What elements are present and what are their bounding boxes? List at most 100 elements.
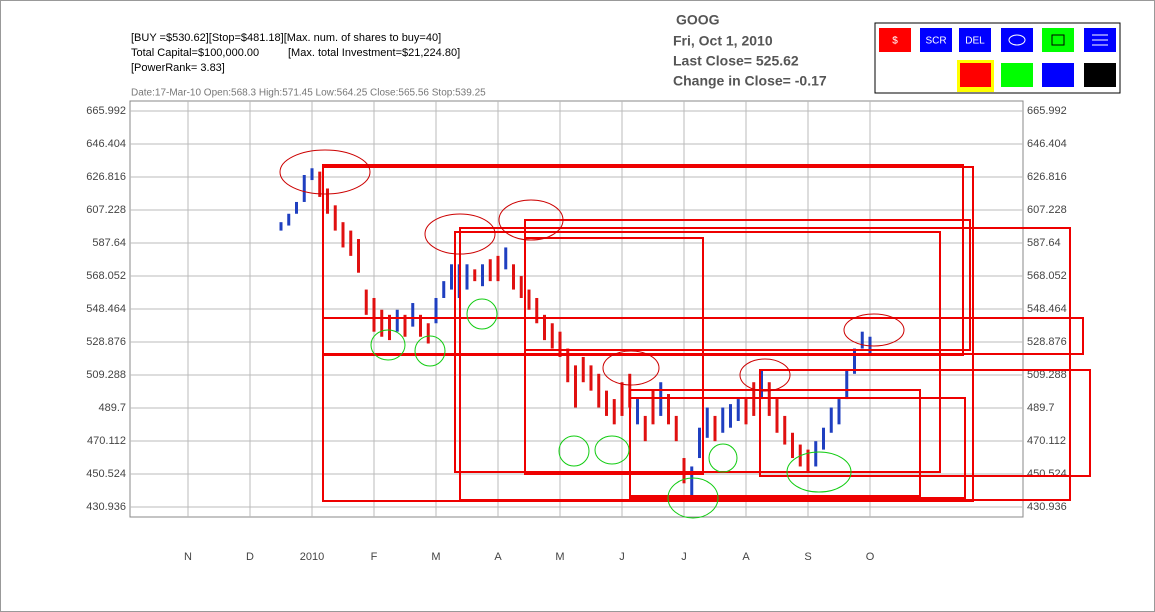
price-bar	[442, 281, 446, 298]
trade-boxes	[322, 164, 1091, 502]
price-bar	[791, 432, 794, 459]
price-bar	[543, 314, 546, 341]
price-bar	[419, 314, 422, 337]
price-bar	[868, 336, 872, 354]
y-tick-label-right: 646.404	[1027, 138, 1067, 150]
y-tick-label-right: 528.876	[1027, 336, 1067, 348]
price-bar	[341, 222, 345, 248]
price-bar	[612, 399, 616, 425]
x-tick-label: S	[804, 551, 811, 563]
price-bar	[806, 449, 810, 472]
y-tick-label: 450.524	[86, 468, 126, 480]
price-bar	[713, 415, 717, 442]
y-tick-label-right: 548.464	[1027, 303, 1067, 315]
price-bar	[302, 175, 306, 202]
x-tick-label: J	[681, 551, 687, 563]
price-bar	[736, 399, 740, 421]
price-bar	[504, 247, 508, 270]
price-bar	[822, 427, 825, 450]
price-bar	[837, 399, 841, 425]
price-bar	[659, 382, 663, 416]
x-tick-label: M	[555, 551, 564, 563]
price-bar	[783, 415, 787, 445]
y-tick-label: 646.404	[86, 138, 126, 150]
price-bar	[295, 201, 298, 214]
info-line: Total Capital=$100,000.00	[131, 47, 259, 59]
btn[interactable]	[1042, 63, 1074, 87]
price-bar	[364, 289, 368, 315]
price-bar	[481, 264, 484, 287]
price-bar	[558, 331, 562, 357]
btn[interactable]	[1042, 28, 1074, 52]
price-bar	[496, 255, 500, 282]
price-bar	[721, 407, 725, 433]
y-tick-label-right: 470.112	[1027, 435, 1066, 447]
date: Fri, Oct 1, 2010	[673, 33, 773, 49]
price-bar	[767, 382, 771, 416]
last-close: Last Close= 525.62	[673, 53, 799, 69]
price-bar	[512, 264, 515, 290]
price-bar	[636, 399, 639, 425]
price-bar	[667, 394, 670, 425]
price-bar	[403, 314, 407, 337]
price-bar	[279, 222, 283, 231]
y-tick-label: 489.7	[98, 402, 126, 414]
y-tick-label-right: 626.816	[1027, 171, 1067, 183]
btn[interactable]	[1001, 28, 1033, 52]
price-bar	[690, 466, 694, 499]
price-bar	[752, 382, 756, 416]
x-tick-label: D	[246, 551, 254, 563]
y-tick-label: 430.936	[86, 501, 126, 513]
markers	[279, 149, 905, 519]
x-tick-label: 2010	[300, 551, 324, 563]
price-bar	[380, 309, 384, 337]
price-bar	[349, 230, 353, 256]
y-tick-label-right: 430.936	[1027, 501, 1067, 513]
y-tick-label: 665.992	[86, 105, 126, 117]
btn-label: $	[892, 36, 898, 47]
price-bar	[845, 370, 849, 400]
y-tick-label: 587.64	[92, 237, 126, 249]
price-bar	[729, 404, 732, 428]
price-bar	[434, 297, 438, 324]
price-bar	[411, 303, 415, 327]
y-tick-label: 509.288	[86, 369, 126, 381]
price-bar	[395, 309, 399, 332]
btn[interactable]	[1084, 63, 1116, 87]
x-tick-label: J	[619, 551, 625, 563]
price-bar	[465, 264, 469, 290]
price-bar	[605, 390, 608, 416]
btn[interactable]	[920, 28, 952, 52]
x-tick-label: M	[431, 551, 440, 563]
price-bar	[698, 427, 701, 459]
price-bar	[473, 269, 477, 282]
y-tick-label-right: 568.052	[1027, 270, 1067, 282]
change: Change in Close= -0.17	[673, 73, 827, 89]
price-bar	[519, 276, 523, 298]
price-bar	[426, 323, 430, 344]
price-bar	[333, 205, 337, 231]
y-tick-label-right: 450.524	[1027, 468, 1067, 480]
ticker: GOOG	[676, 12, 720, 28]
status: Date:17-Mar-10 Open:568.3 High:571.45 Lo…	[131, 88, 486, 99]
x-tick-label: A	[742, 551, 750, 563]
price-bar	[318, 171, 322, 197]
btn[interactable]	[959, 28, 991, 52]
btn[interactable]	[879, 28, 911, 52]
price-bar	[488, 259, 492, 282]
price-bar	[550, 323, 554, 349]
y-tick-label: 607.228	[86, 204, 126, 216]
price-bar	[574, 365, 577, 408]
price-bar	[860, 331, 864, 349]
price-bar	[814, 441, 818, 467]
price-bar	[287, 213, 291, 226]
btn[interactable]	[960, 63, 991, 87]
btn[interactable]	[1001, 63, 1033, 87]
y-tick-label: 568.052	[86, 270, 126, 282]
info-line: [PowerRank= 3.83]	[131, 62, 225, 74]
y-tick-label: 470.112	[87, 435, 126, 447]
x-tick-label: A	[494, 551, 502, 563]
price-bar	[760, 370, 763, 400]
y-tick-label-right: 489.7	[1027, 402, 1055, 414]
